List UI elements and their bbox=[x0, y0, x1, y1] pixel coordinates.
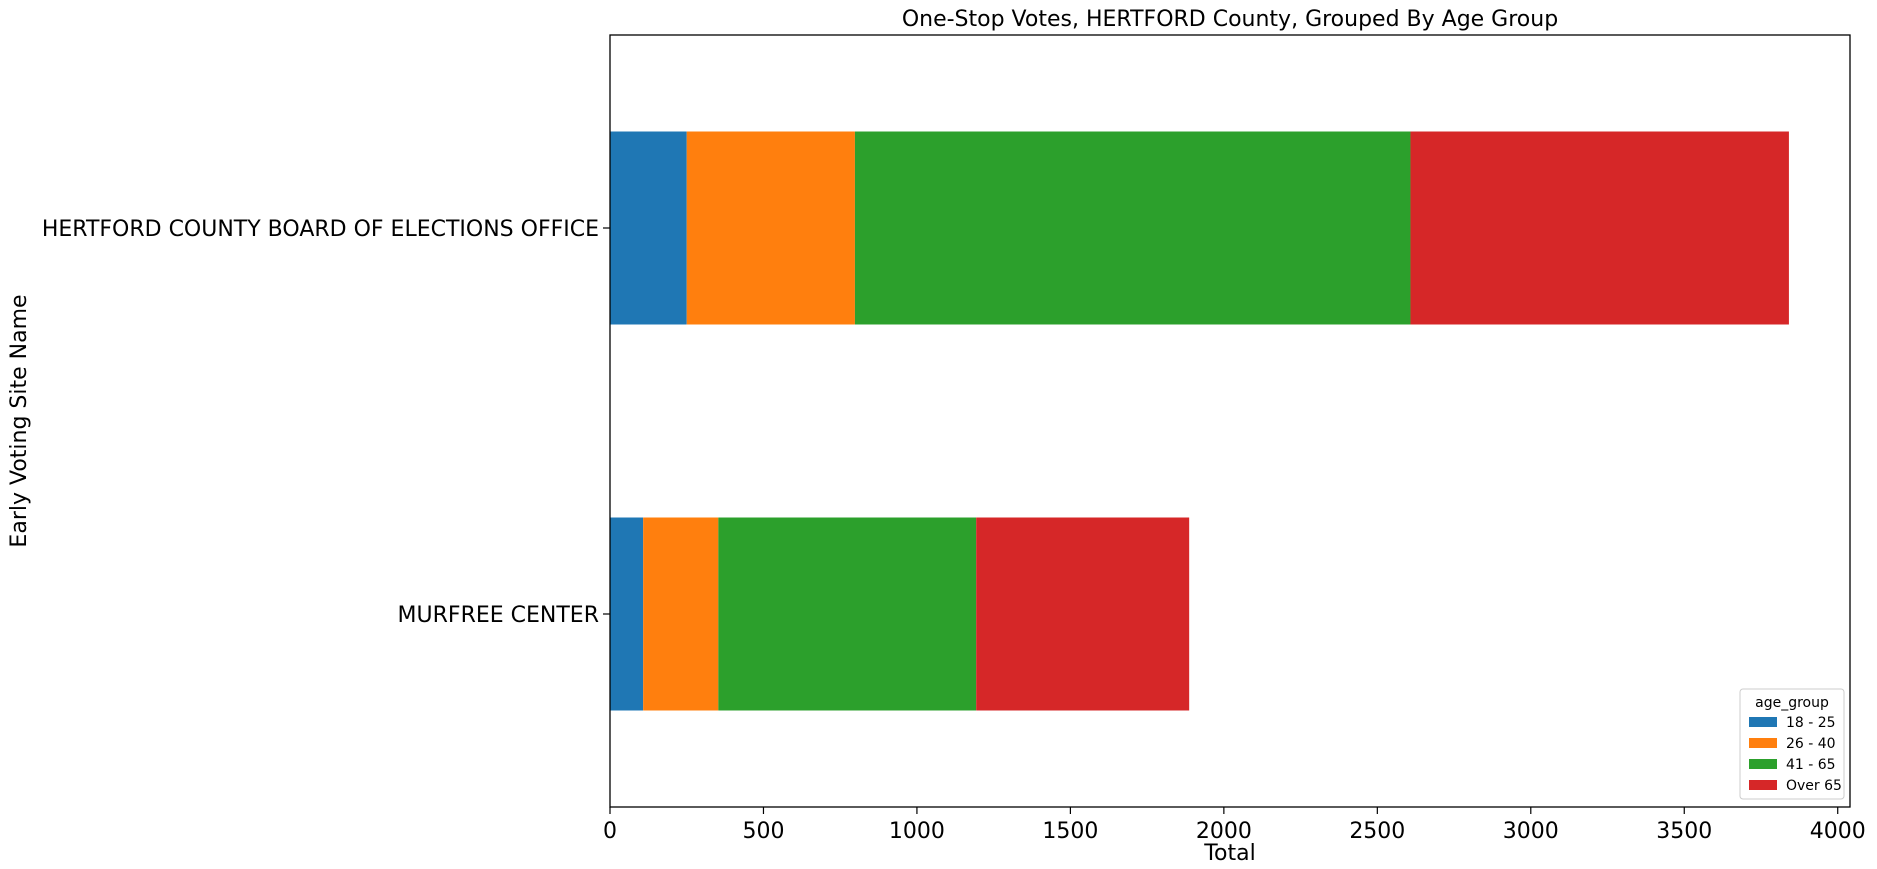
x-tick-label: 4000 bbox=[1810, 819, 1866, 844]
bar-segment-1-3 bbox=[854, 131, 1411, 325]
legend-swatch bbox=[1749, 717, 1777, 727]
x-tick-label: 3500 bbox=[1656, 819, 1712, 844]
x-axis: 0 500 1000 1500 2000 2500 3000 3500 4000 bbox=[603, 807, 1866, 844]
bar-segment-1-1 bbox=[610, 131, 687, 325]
bar-segment-2-2 bbox=[643, 517, 719, 711]
legend-swatch bbox=[1749, 738, 1777, 748]
x-tick-label: 1000 bbox=[889, 819, 945, 844]
x-tick-label: 2000 bbox=[1196, 819, 1252, 844]
x-tick-label: 500 bbox=[742, 819, 784, 844]
x-axis-title: Total bbox=[1203, 841, 1255, 866]
y-axis-title: Early Voting Site Name bbox=[7, 294, 32, 547]
x-tick-label: 3000 bbox=[1503, 819, 1559, 844]
legend-swatch bbox=[1749, 759, 1777, 769]
bar-segment-2-1 bbox=[610, 517, 644, 711]
bars-layer bbox=[610, 131, 1789, 711]
bar-segment-2-3 bbox=[718, 517, 977, 711]
plot-frame bbox=[609, 34, 1851, 808]
y-tick-label: MURFREE CENTER bbox=[398, 603, 599, 628]
legend-label: 26 - 40 bbox=[1786, 736, 1836, 752]
y-axis: HERTFORD COUNTY BOARD OF ELECTIONS OFFIC… bbox=[42, 217, 610, 628]
bar-segment-2-4 bbox=[976, 517, 1190, 711]
chart-title: One-Stop Votes, HERTFORD County, Grouped… bbox=[902, 7, 1558, 32]
legend-items: 18 - 25 26 - 40 41 - 65 Over 65 bbox=[1749, 715, 1842, 794]
legend-label: 18 - 25 bbox=[1786, 715, 1836, 731]
x-tick-label: 2500 bbox=[1349, 819, 1405, 844]
legend-label: Over 65 bbox=[1786, 778, 1842, 794]
legend: age_group 18 - 25 26 - 40 41 - 65 Over 65 bbox=[1739, 688, 1845, 800]
legend-label: 41 - 65 bbox=[1786, 757, 1836, 773]
x-tick-label: 1500 bbox=[1042, 819, 1098, 844]
bar-segment-1-4 bbox=[1410, 131, 1789, 325]
y-tick-label: HERTFORD COUNTY BOARD OF ELECTIONS OFFIC… bbox=[42, 217, 599, 242]
legend-box bbox=[1739, 688, 1845, 800]
x-tick-label: 0 bbox=[603, 819, 617, 844]
legend-title: age_group bbox=[1755, 695, 1829, 711]
legend-swatch bbox=[1749, 780, 1777, 790]
bar-segment-1-2 bbox=[686, 131, 855, 325]
